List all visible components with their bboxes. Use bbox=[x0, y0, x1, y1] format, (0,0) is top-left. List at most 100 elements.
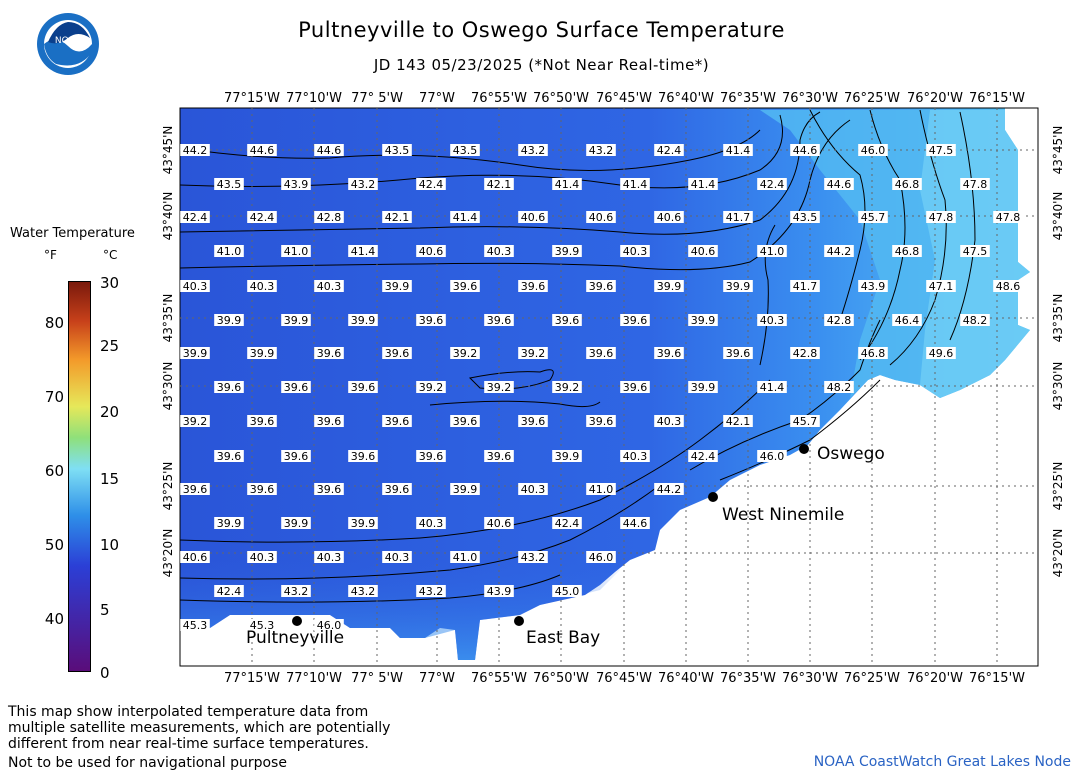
grid-value-box bbox=[654, 280, 684, 292]
grid-value-box bbox=[586, 483, 616, 495]
noaa-logo: NOAA bbox=[37, 13, 99, 75]
top-lon-label: 76°20'W bbox=[907, 91, 963, 106]
bottom-lon-label: 76°15'W bbox=[969, 671, 1025, 686]
grid-value: 45.0 bbox=[555, 585, 580, 598]
grid-value: 44.6 bbox=[250, 144, 275, 157]
grid-value-box bbox=[552, 245, 582, 257]
grid-value: 39.9 bbox=[217, 517, 242, 530]
grid-value-box bbox=[416, 517, 446, 529]
grid-value-box bbox=[552, 585, 582, 597]
bottom-lon-label: 76°50'W bbox=[533, 671, 589, 686]
axis-labels: 77°15'W 77°15'W 77°10'W 77°10'W 77° 5'W 77° 5… bbox=[161, 91, 1065, 686]
bottom-lon-label: 77°10'W bbox=[286, 671, 342, 686]
grid-value-box bbox=[450, 483, 480, 495]
grid-value-box bbox=[620, 450, 650, 462]
grid-value-box bbox=[484, 381, 514, 393]
grid-value-box bbox=[518, 551, 548, 563]
grid-value-box bbox=[688, 178, 718, 190]
grid-value: 39.2 bbox=[487, 381, 512, 394]
grid-value: 39.6 bbox=[351, 381, 376, 394]
grid-value-box bbox=[824, 314, 854, 326]
grid-value-box bbox=[552, 517, 582, 529]
grid-value-box bbox=[960, 245, 990, 257]
grid-value-box bbox=[348, 314, 378, 326]
grid-value: 40.3 bbox=[183, 280, 208, 293]
grid-value: 39.6 bbox=[521, 415, 546, 428]
grid-value: 43.2 bbox=[419, 585, 444, 598]
grid-value-box bbox=[518, 280, 548, 292]
grid-value: 39.9 bbox=[250, 347, 275, 360]
grid-value: 39.6 bbox=[589, 280, 614, 293]
grid-value: 42.4 bbox=[250, 211, 275, 224]
grid-value: 39.9 bbox=[691, 314, 716, 327]
grid-value: 41.0 bbox=[760, 245, 785, 258]
grid-value-box bbox=[382, 483, 412, 495]
grid-value: 39.6 bbox=[284, 381, 309, 394]
grid-value: 39.9 bbox=[284, 314, 309, 327]
grid-value: 49.6 bbox=[929, 347, 954, 360]
grid-value: 43.5 bbox=[793, 211, 818, 224]
right-lat-label: 43°35'N bbox=[1051, 294, 1065, 343]
c-tick: 30 bbox=[100, 274, 120, 292]
grid-value-box bbox=[757, 450, 787, 462]
grid-value: 42.4 bbox=[217, 585, 242, 598]
bottom-lon-label: 76°35'W bbox=[720, 671, 776, 686]
grid-value-box bbox=[586, 415, 616, 427]
grid-value-box bbox=[552, 381, 582, 393]
grid-value: 44.2 bbox=[657, 483, 682, 496]
grid-value-box bbox=[180, 347, 210, 359]
grid-value-box bbox=[382, 280, 412, 292]
grid-value-box bbox=[247, 551, 277, 563]
grid-value-box bbox=[247, 415, 277, 427]
grid-value-box bbox=[926, 144, 956, 156]
grid-value-box bbox=[180, 211, 210, 223]
f-tick: 80 bbox=[44, 314, 64, 332]
note-line: This map show interpolated temperature d… bbox=[8, 704, 369, 720]
grid-value-box bbox=[688, 450, 718, 462]
grid-value: 39.6 bbox=[385, 347, 410, 360]
grid-value-box bbox=[790, 211, 820, 223]
grid-value-box bbox=[790, 415, 820, 427]
grid-value: 39.6 bbox=[250, 483, 275, 496]
grid-value-box bbox=[518, 415, 548, 427]
grid-value: 42.4 bbox=[555, 517, 580, 530]
grid-value-box bbox=[348, 381, 378, 393]
grid-value: 40.3 bbox=[385, 551, 410, 564]
grid-value-box bbox=[281, 245, 311, 257]
grid-value-box bbox=[214, 585, 244, 597]
grid-value: 47.1 bbox=[929, 280, 954, 293]
bottom-lon-label: 76°40'W bbox=[658, 671, 714, 686]
grid-value: 47.8 bbox=[929, 211, 954, 224]
grid-value-box bbox=[960, 314, 990, 326]
grid-value-box bbox=[993, 280, 1023, 292]
grid-value: 43.2 bbox=[521, 551, 546, 564]
credit: NOAA CoastWatch Great Lakes Node bbox=[813, 754, 1071, 770]
grid-value: 41.7 bbox=[726, 211, 751, 224]
pultneyville-marker bbox=[292, 616, 302, 626]
grid-value-box bbox=[654, 347, 684, 359]
grid-value-box bbox=[892, 178, 922, 190]
grid-value: 40.3 bbox=[521, 483, 546, 496]
top-lon-label: 76°35'W bbox=[720, 91, 776, 106]
grid-value: 40.3 bbox=[250, 280, 275, 293]
grid-value: 43.2 bbox=[351, 585, 376, 598]
grid-value-box bbox=[586, 347, 616, 359]
grid-value: 43.2 bbox=[589, 144, 614, 157]
grid-value: 39.9 bbox=[555, 245, 580, 258]
f-tick: 50 bbox=[44, 536, 64, 554]
grid-value-box bbox=[247, 280, 277, 292]
grid-value-box bbox=[416, 245, 446, 257]
grid-value-box bbox=[484, 517, 514, 529]
left-lat-label: 43°30'N bbox=[161, 362, 175, 411]
grid-value: 40.6 bbox=[589, 211, 614, 224]
grid-value: 43.9 bbox=[487, 585, 512, 598]
place-label-west-ninemile: West Ninemile bbox=[722, 505, 844, 525]
grid-value-box bbox=[247, 347, 277, 359]
bottom-lon-label: 77° 5'W bbox=[351, 671, 403, 686]
grid-value: 47.8 bbox=[963, 178, 988, 191]
grid-value: 39.6 bbox=[657, 347, 682, 360]
grid-value: 39.6 bbox=[317, 347, 342, 360]
c-tick: 25 bbox=[100, 337, 120, 355]
top-lon-label: 76°50'W bbox=[533, 91, 589, 106]
